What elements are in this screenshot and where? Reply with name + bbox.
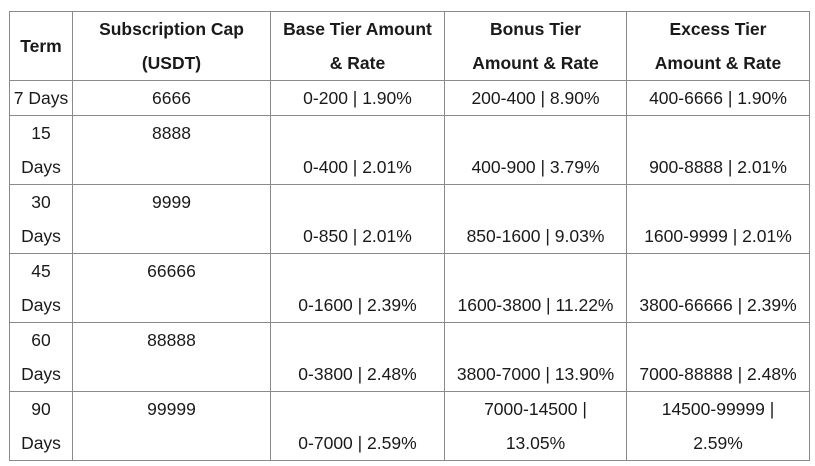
bonus-tier-cell: 200-400 | 8.90% <box>444 80 627 116</box>
header-base-tier: Base Tier Amount & Rate <box>270 11 445 81</box>
bonus-tier-cell: 1600-3800 | 11.22% <box>444 253 627 323</box>
bonus-tier-cell: 7000-14500 | 13.05% <box>444 391 627 461</box>
cap-cell: 9999 <box>72 184 271 254</box>
cap-cell: 88888 <box>72 322 271 392</box>
bonus-tier-cell: 3800-7000 | 13.90% <box>444 322 627 392</box>
excess-tier-cell: 400-6666 | 1.90% <box>626 80 810 116</box>
term-cell: 45 Days <box>9 253 73 323</box>
base-tier-cell: 0-400 | 2.01% <box>270 115 445 185</box>
base-tier-cell: 0-850 | 2.01% <box>270 184 445 254</box>
base-tier-cell: 0-1600 | 2.39% <box>270 253 445 323</box>
table-row: 7 Days 6666 0-200 | 1.90% 200-400 | 8.90… <box>9 80 810 116</box>
excess-tier-cell: 3800-66666 | 2.39% <box>626 253 810 323</box>
header-term: Term <box>9 11 73 81</box>
table-row: 15 Days 8888 0-400 | 2.01% 400-900 | 3.79… <box>9 115 810 185</box>
header-excess-tier: Excess Tier Amount & Rate <box>626 11 810 81</box>
bonus-tier-cell: 400-900 | 3.79% <box>444 115 627 185</box>
term-cell: 90 Days <box>9 391 73 461</box>
excess-tier-cell: 7000-88888 | 2.48% <box>626 322 810 392</box>
bonus-tier-cell: 850-1600 | 9.03% <box>444 184 627 254</box>
base-tier-cell: 0-200 | 1.90% <box>270 80 445 116</box>
cap-cell: 8888 <box>72 115 271 185</box>
term-cell: 15 Days <box>9 115 73 185</box>
term-cell: 60 Days <box>9 322 73 392</box>
excess-tier-cell: 900-8888 | 2.01% <box>626 115 810 185</box>
cap-cell: 6666 <box>72 80 271 116</box>
cap-cell: 66666 <box>72 253 271 323</box>
header-bonus-tier: Bonus Tier Amount & Rate <box>444 11 627 81</box>
term-cell: 7 Days <box>9 80 73 116</box>
table-header-row: Term Subscription Cap (USDT) Base Tier Am… <box>9 11 810 81</box>
excess-tier-cell: 14500-99999 | 2.59% <box>626 391 810 461</box>
cap-cell: 99999 <box>72 391 271 461</box>
base-tier-cell: 0-7000 | 2.59% <box>270 391 445 461</box>
table-row: 60 Days 88888 0-3800 | 2.48% 3800-7000 | … <box>9 322 810 392</box>
header-subscription-cap: Subscription Cap (USDT) <box>72 11 271 81</box>
table-row: 90 Days 99999 0-7000 | 2.59% 7000-14500 |… <box>9 391 810 461</box>
base-tier-cell: 0-3800 | 2.48% <box>270 322 445 392</box>
excess-tier-cell: 1600-9999 | 2.01% <box>626 184 810 254</box>
subscription-tier-table: Term Subscription Cap (USDT) Base Tier Am… <box>9 11 810 461</box>
term-cell: 30 Days <box>9 184 73 254</box>
table-row: 45 Days 66666 0-1600 | 2.39% 1600-3800 | … <box>9 253 810 323</box>
table-row: 30 Days 9999 0-850 | 2.01% 850-1600 | 9.0… <box>9 184 810 254</box>
